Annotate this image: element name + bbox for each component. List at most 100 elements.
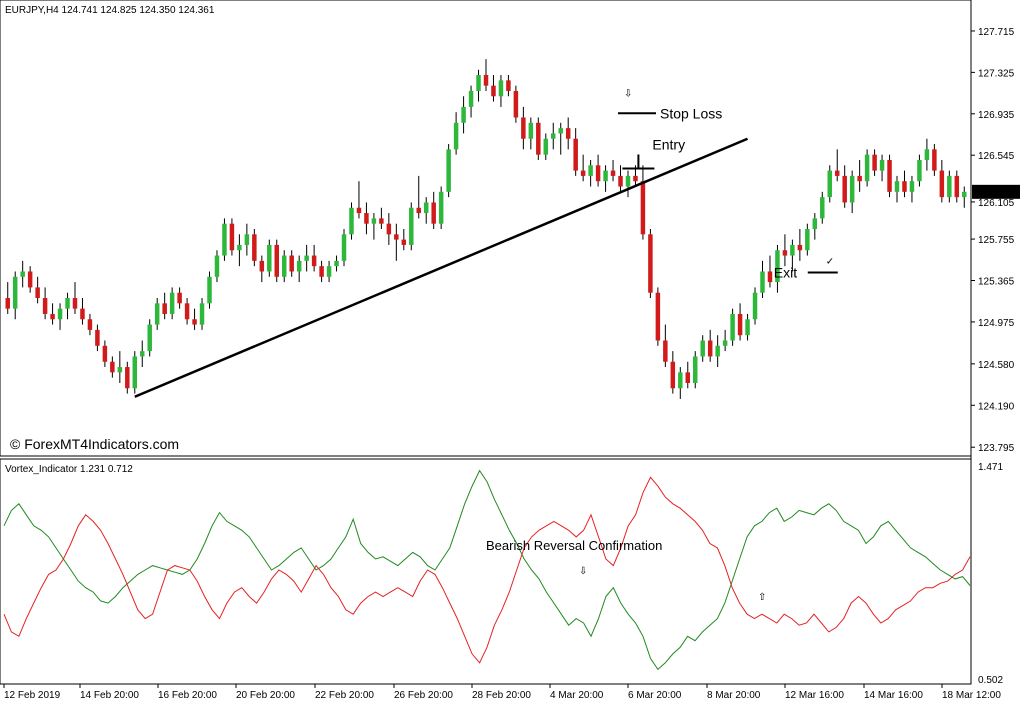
candle-body [326, 266, 332, 277]
candle-body [513, 90, 519, 118]
candle-body [745, 319, 750, 336]
time-tick-label: 12 Mar 16:00 [785, 690, 844, 701]
candle-body [924, 149, 930, 160]
current-price-tag [972, 184, 1020, 199]
candle-body [65, 298, 70, 309]
candle-body [648, 234, 653, 293]
candle-body [431, 202, 436, 224]
candle-body [341, 234, 347, 261]
candle-body [722, 340, 728, 346]
candle-body [401, 239, 407, 245]
candle-body [80, 308, 85, 320]
candle-body [199, 303, 205, 325]
candle-body [169, 292, 175, 314]
vortex-layer: Bearish Reversal Confirmation ⇩ ⇧ [3, 469, 971, 671]
indicator-axis: 1.471 0.502 [978, 462, 1003, 686]
candle-body [409, 207, 414, 245]
candle-body [707, 340, 713, 357]
candle-body [371, 218, 377, 224]
time-tick-label: 14 Mar 16:00 [864, 690, 923, 701]
candle-body [132, 356, 138, 389]
candle-body [625, 175, 631, 187]
candle-body [394, 234, 399, 240]
candle-body [311, 255, 317, 267]
candle-body [483, 75, 489, 86]
candle-body [633, 175, 638, 182]
candle-body [35, 287, 40, 299]
candle-body [229, 223, 235, 251]
candle-body [767, 271, 773, 283]
check-icon: ✓ [826, 257, 834, 268]
candle-body [939, 170, 945, 198]
candle-body [715, 345, 720, 357]
price-tick-label: 126.545 [978, 151, 1015, 162]
candle-body [894, 181, 900, 192]
arrow-down-icon: ⇩ [579, 566, 587, 577]
arrow-down-icon: ⇩ [624, 88, 632, 99]
candle-body [274, 244, 280, 277]
candle-body [610, 170, 616, 176]
candle-body [289, 255, 294, 272]
time-tick-label: 8 Mar 20:00 [707, 690, 761, 701]
candle-body [140, 351, 145, 357]
candle-body [640, 181, 646, 235]
candle-body [543, 138, 549, 155]
candle-body [962, 191, 967, 198]
candle-body [87, 319, 93, 330]
watermark: © ForexMT4Indicators.com [10, 436, 179, 452]
time-tick-label: 26 Feb 20:00 [394, 690, 453, 701]
candle-body [349, 207, 354, 235]
arrow-up-icon: ⇧ [758, 592, 766, 603]
price-tick-label: 125.755 [978, 235, 1015, 246]
indicator-panel [0, 458, 972, 685]
candle-body [267, 244, 272, 272]
candle-body [304, 255, 309, 261]
candle-body [237, 244, 242, 251]
candle-body [670, 361, 676, 389]
candle-body [663, 340, 668, 362]
candle-body [27, 271, 33, 288]
candle-body [879, 159, 885, 171]
candle-body [558, 128, 563, 134]
candle-body [416, 207, 421, 214]
candle-body [603, 170, 608, 182]
candle-body [244, 234, 250, 245]
candle-body [491, 85, 496, 97]
candle-body [192, 319, 197, 325]
time-tick-label: 22 Feb 20:00 [315, 690, 374, 701]
time-tick-label: 20 Feb 20:00 [236, 690, 295, 701]
candle-body [50, 313, 55, 320]
candle-body [386, 223, 392, 235]
bearish-reversal-label: Bearish Reversal Confirmation [486, 538, 662, 553]
time-tick-label: 12 Feb 2019 [4, 690, 61, 701]
candles-layer [5, 59, 967, 399]
time-tick-label: 16 Feb 20:00 [158, 690, 217, 701]
candle-body [954, 175, 960, 198]
candle-body [827, 170, 832, 198]
candle-body [812, 218, 818, 229]
candle-body [685, 372, 691, 383]
candle-body [177, 292, 182, 304]
candle-body [57, 308, 63, 320]
candle-body [842, 175, 847, 203]
candle-body [222, 223, 227, 256]
candle-body [797, 244, 803, 251]
candle-body [42, 298, 48, 314]
candle-body [834, 170, 840, 176]
price-tick-label: 124.190 [978, 401, 1015, 412]
candle-body [379, 218, 384, 224]
candle-body [102, 345, 108, 362]
candle-body [12, 276, 18, 309]
candle-body [588, 165, 593, 176]
candle-body [125, 367, 130, 389]
candle-body [72, 298, 78, 309]
candle-body [20, 271, 25, 277]
candle-body [820, 197, 825, 219]
indicator-tick-label: 0.502 [978, 675, 1003, 686]
candle-body [162, 303, 167, 314]
candle-body [446, 149, 451, 192]
candle-body [872, 154, 877, 171]
candle-body [468, 90, 474, 107]
candle-body [700, 340, 705, 357]
